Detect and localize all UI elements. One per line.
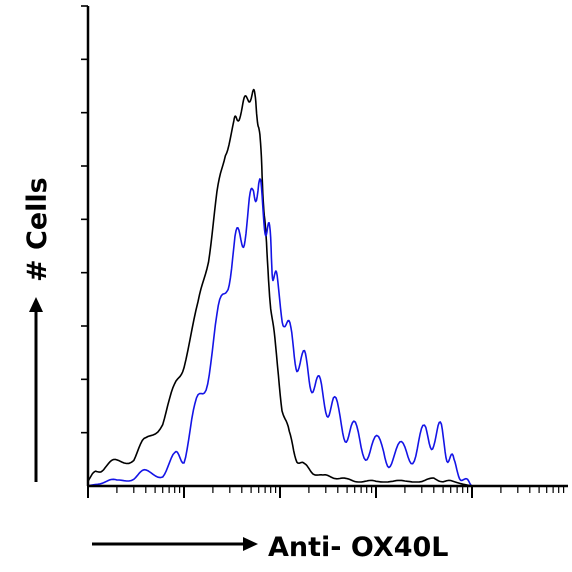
x-axis-label: Anti- OX40L bbox=[268, 532, 448, 563]
stained-histogram-line bbox=[87, 178, 473, 487]
x-axis-ticks bbox=[87, 486, 565, 498]
y-axis-label: # Cells bbox=[22, 177, 53, 282]
x-axis-arrow bbox=[92, 537, 258, 551]
y-axis-arrow bbox=[29, 297, 43, 482]
control-histogram-line bbox=[87, 88, 473, 487]
